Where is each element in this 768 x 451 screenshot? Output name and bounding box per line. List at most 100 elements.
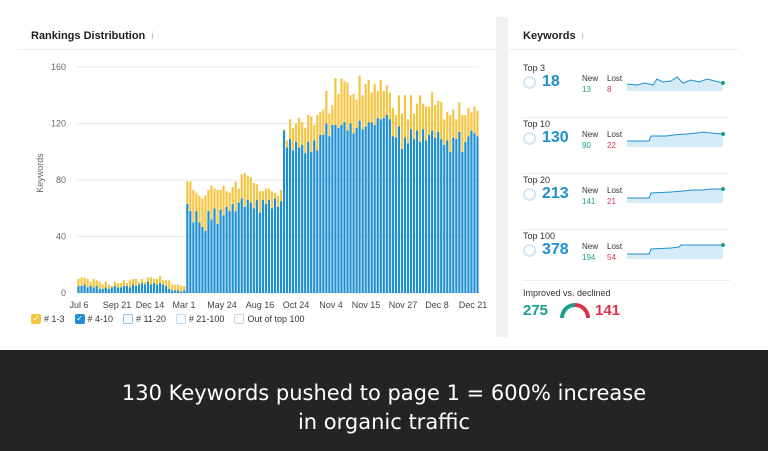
bar-1-3[interactable] — [231, 187, 234, 205]
bar-4-10[interactable] — [409, 129, 413, 293]
bar-4-10[interactable] — [98, 288, 101, 293]
bar-1-3[interactable] — [382, 91, 385, 118]
bar-1-3[interactable] — [249, 177, 252, 203]
bar-4-10[interactable] — [355, 127, 358, 293]
bar-1-3[interactable] — [213, 188, 216, 209]
bar-4-10[interactable] — [373, 124, 376, 293]
bar-1-3[interactable] — [240, 174, 243, 199]
bar-4-10[interactable] — [198, 222, 201, 293]
bar-1-3[interactable] — [195, 192, 198, 212]
bar-1-3[interactable] — [228, 192, 231, 212]
bar-4-10[interactable] — [464, 141, 467, 293]
bar-4-10[interactable] — [443, 144, 446, 293]
bar-4-10[interactable] — [418, 141, 422, 293]
bar-4-10[interactable] — [322, 134, 325, 293]
bar-4-10[interactable] — [358, 120, 361, 293]
bar-1-3[interactable] — [282, 129, 286, 131]
bar-4-10[interactable] — [316, 150, 319, 293]
bar-1-3[interactable] — [152, 278, 156, 284]
bar-4-10[interactable] — [122, 285, 125, 293]
bar-1-3[interactable] — [186, 181, 189, 205]
bar-1-3[interactable] — [219, 189, 222, 210]
bar-1-3[interactable] — [183, 285, 186, 291]
bar-1-3[interactable] — [246, 175, 249, 200]
bar-1-3[interactable] — [355, 99, 358, 128]
bar-4-10[interactable] — [270, 208, 274, 293]
bar-4-10[interactable] — [385, 115, 388, 294]
bar-1-3[interactable] — [403, 95, 407, 138]
bar-4-10[interactable] — [183, 290, 186, 293]
bar-4-10[interactable] — [376, 117, 379, 293]
bar-1-3[interactable] — [143, 281, 147, 285]
bar-1-3[interactable] — [261, 191, 264, 200]
bar-1-3[interactable] — [397, 95, 400, 127]
bar-1-3[interactable] — [325, 91, 328, 124]
bar-1-3[interactable] — [110, 285, 113, 288]
bar-1-3[interactable] — [134, 278, 138, 286]
bar-1-3[interactable] — [373, 83, 376, 125]
bar-1-3[interactable] — [258, 191, 261, 213]
bar-4-10[interactable] — [301, 144, 304, 293]
bar-4-10[interactable] — [400, 148, 404, 293]
bar-4-10[interactable] — [207, 211, 210, 293]
bar-1-3[interactable] — [340, 78, 343, 125]
bar-4-10[interactable] — [89, 285, 92, 293]
info-icon[interactable]: i — [151, 31, 154, 42]
bar-4-10[interactable] — [367, 122, 370, 294]
bar-1-3[interactable] — [409, 95, 413, 130]
bar-4-10[interactable] — [292, 150, 295, 293]
bar-1-3[interactable] — [177, 284, 180, 291]
bar-4-10[interactable] — [243, 206, 246, 293]
bar-4-10[interactable] — [180, 291, 183, 293]
bar-4-10[interactable] — [437, 131, 440, 293]
bar-4-10[interactable] — [92, 287, 95, 293]
bar-4-10[interactable] — [237, 202, 240, 293]
bar-4-10[interactable] — [382, 117, 385, 293]
bar-4-10[interactable] — [213, 208, 216, 293]
bar-4-10[interactable] — [216, 223, 219, 293]
bar-1-3[interactable] — [292, 127, 295, 151]
bar-1-3[interactable] — [337, 93, 340, 128]
bar-4-10[interactable] — [446, 140, 449, 293]
bar-4-10[interactable] — [240, 198, 243, 293]
bar-4-10[interactable] — [228, 211, 231, 293]
bar-4-10[interactable] — [289, 139, 292, 293]
bar-4-10[interactable] — [140, 283, 144, 293]
bar-4-10[interactable] — [325, 123, 328, 294]
bar-1-3[interactable] — [476, 110, 479, 137]
bar-1-3[interactable] — [204, 195, 207, 231]
bar-1-3[interactable] — [159, 276, 162, 284]
bar-4-10[interactable] — [406, 143, 410, 293]
bar-4-10[interactable] — [295, 141, 298, 293]
bar-1-3[interactable] — [276, 195, 280, 207]
checkbox-icon[interactable]: ✓ — [74, 314, 85, 324]
bar-4-10[interactable] — [143, 284, 147, 293]
bar-1-3[interactable] — [431, 92, 434, 131]
bar-4-10[interactable] — [104, 287, 107, 293]
bar-1-3[interactable] — [343, 81, 346, 123]
bar-4-10[interactable] — [110, 287, 113, 293]
bar-4-10[interactable] — [258, 212, 261, 293]
bar-1-3[interactable] — [289, 119, 292, 140]
bar-4-10[interactable] — [461, 151, 464, 293]
bar-1-3[interactable] — [107, 284, 110, 289]
bar-4-10[interactable] — [156, 284, 159, 293]
bar-4-10[interactable] — [80, 285, 83, 293]
bar-1-3[interactable] — [473, 106, 476, 134]
bar-4-10[interactable] — [397, 126, 400, 293]
bar-1-3[interactable] — [352, 93, 355, 134]
keyword-row[interactable]: Top 3 18 New 13 Lost 8 — [522, 63, 730, 119]
bar-4-10[interactable] — [116, 287, 119, 293]
bar-4-10[interactable] — [165, 285, 168, 293]
bar-4-10[interactable] — [298, 147, 301, 293]
bar-4-10[interactable] — [470, 130, 473, 293]
bar-4-10[interactable] — [77, 285, 80, 293]
bar-4-10[interactable] — [249, 202, 252, 293]
bar-1-3[interactable] — [334, 78, 337, 125]
bar-1-3[interactable] — [364, 83, 367, 127]
bar-1-3[interactable] — [252, 182, 255, 209]
bar-1-3[interactable] — [461, 115, 464, 152]
bar-1-3[interactable] — [243, 172, 246, 207]
info-icon[interactable]: i — [581, 31, 584, 42]
legend-item[interactable]: ✓ # 1-3 — [31, 314, 65, 324]
